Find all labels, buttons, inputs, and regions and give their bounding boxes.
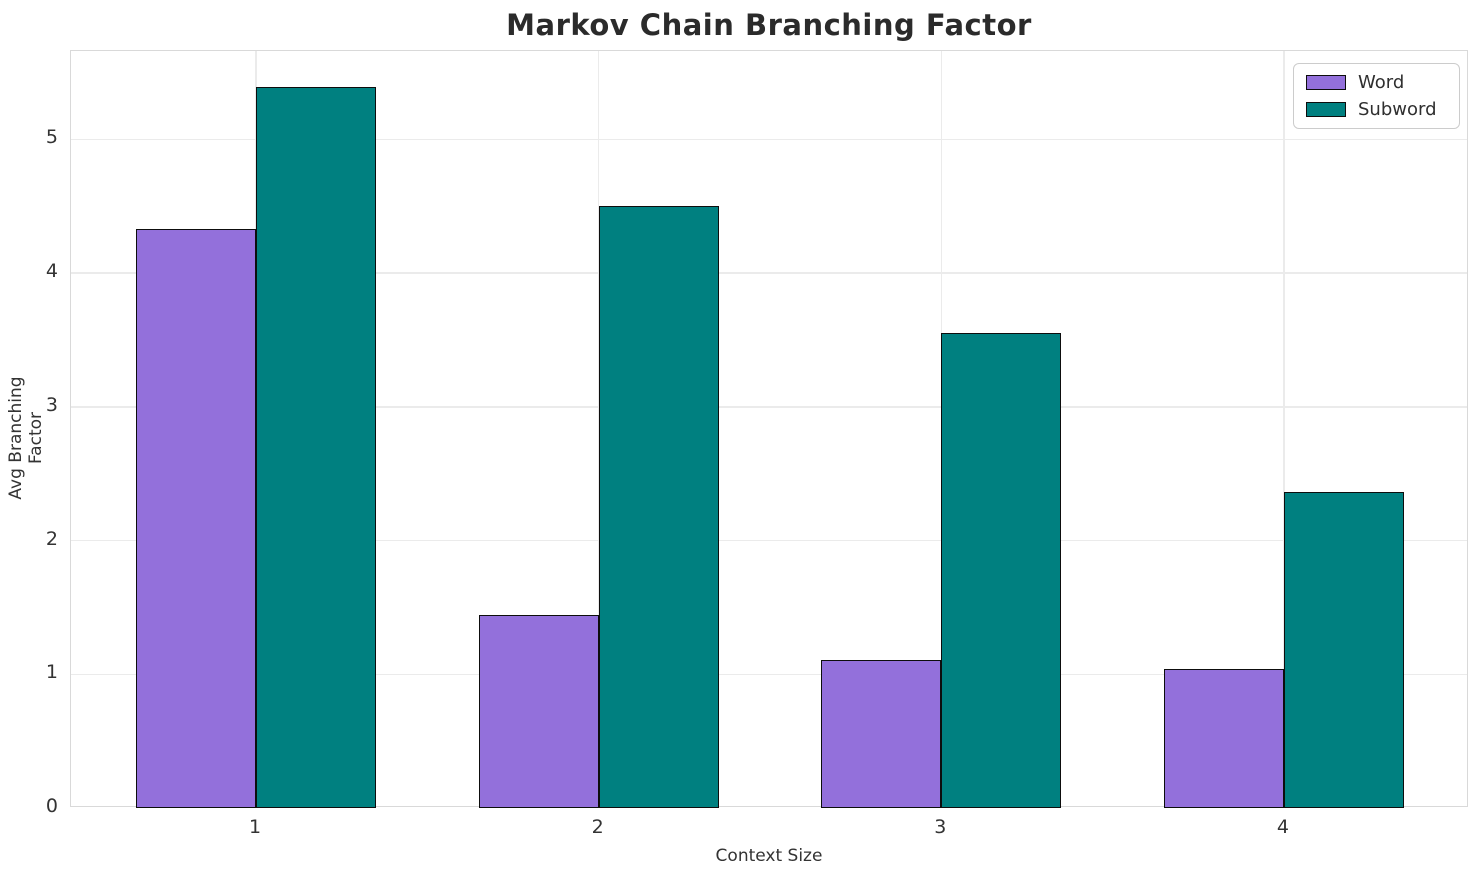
legend-item-word: Word (1306, 71, 1447, 93)
bar-subword-3 (941, 333, 1062, 808)
x-tick-label-2: 2 (591, 816, 604, 838)
gridline-y-1 (71, 673, 1467, 675)
plot-area (70, 50, 1468, 808)
bar-word-3 (821, 659, 942, 808)
legend-label-word: Word (1358, 71, 1405, 93)
legend-swatch-subword (1306, 102, 1346, 117)
y-tick-label-5: 5 (45, 126, 58, 149)
y-tick-label-3: 3 (45, 393, 58, 416)
bar-word-1 (136, 228, 257, 808)
bar-word-4 (1164, 668, 1284, 808)
legend-label-subword: Subword (1358, 98, 1437, 120)
x-tick-label-3: 3 (934, 816, 947, 838)
y-tick-label-0: 0 (45, 795, 58, 817)
bar-word-2 (478, 615, 599, 808)
gridline-x-4 (1283, 51, 1285, 806)
gridline-y-2 (71, 539, 1467, 542)
chart-title: Markov Chain Branching Factor (506, 8, 1032, 42)
gridline-y-4 (71, 272, 1467, 274)
y-tick-label-2: 2 (45, 527, 58, 550)
bar-subword-4 (1283, 492, 1404, 808)
gridline-y-5 (71, 138, 1467, 141)
gridline-y-3 (71, 406, 1467, 408)
x-tick-label-4: 4 (1276, 816, 1290, 838)
y-axis-label: Avg Branching Factor (6, 376, 46, 500)
legend: Word Subword (1293, 63, 1460, 129)
y-tick-label-4: 4 (45, 260, 58, 283)
legend-swatch-word (1306, 75, 1346, 90)
bar-subword-2 (598, 206, 719, 808)
legend-item-subword: Subword (1306, 98, 1447, 120)
x-axis-label: Context Size (715, 846, 823, 866)
bar-subword-1 (256, 87, 376, 808)
x-tick-label-1: 1 (248, 816, 262, 838)
y-tick-label-1: 1 (45, 661, 58, 684)
